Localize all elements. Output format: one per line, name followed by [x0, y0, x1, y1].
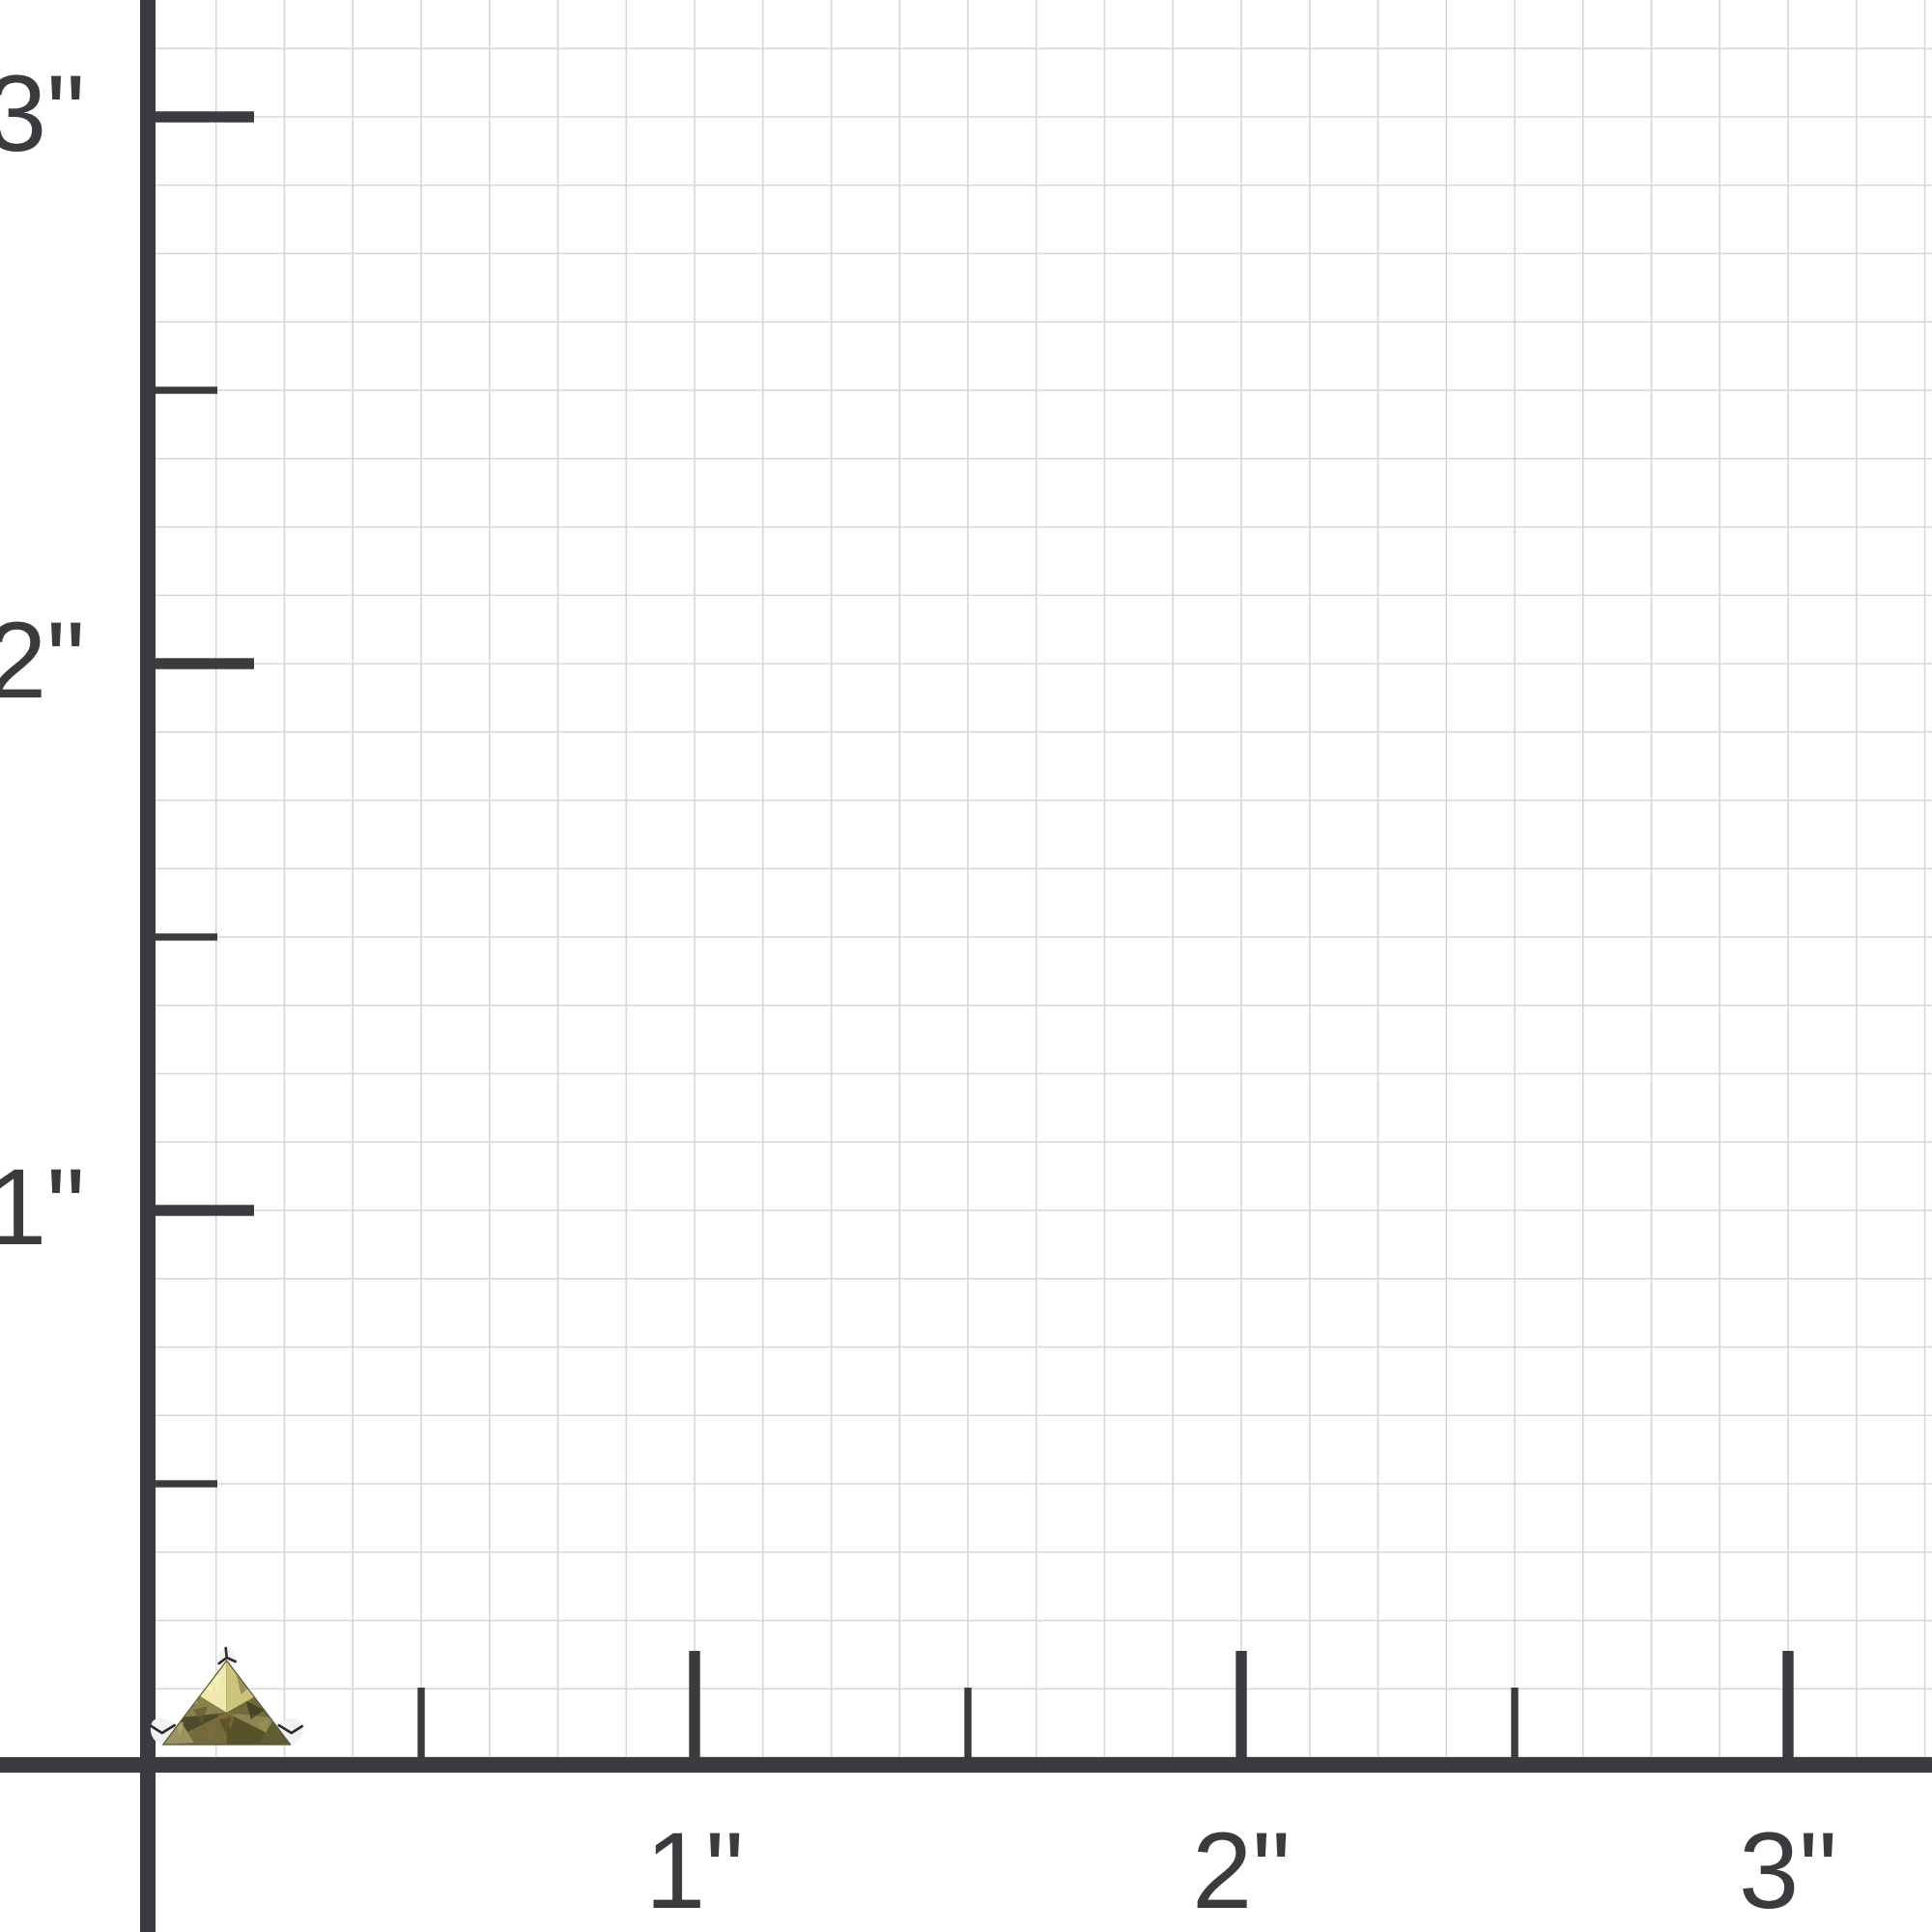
svg-text:1": 1" [0, 1147, 85, 1267]
svg-text:2": 2" [1192, 1810, 1291, 1931]
svg-text:3": 3" [0, 53, 85, 174]
svg-text:2": 2" [0, 600, 85, 721]
svg-text:1": 1" [645, 1810, 744, 1931]
svg-text:3": 3" [1739, 1810, 1837, 1931]
